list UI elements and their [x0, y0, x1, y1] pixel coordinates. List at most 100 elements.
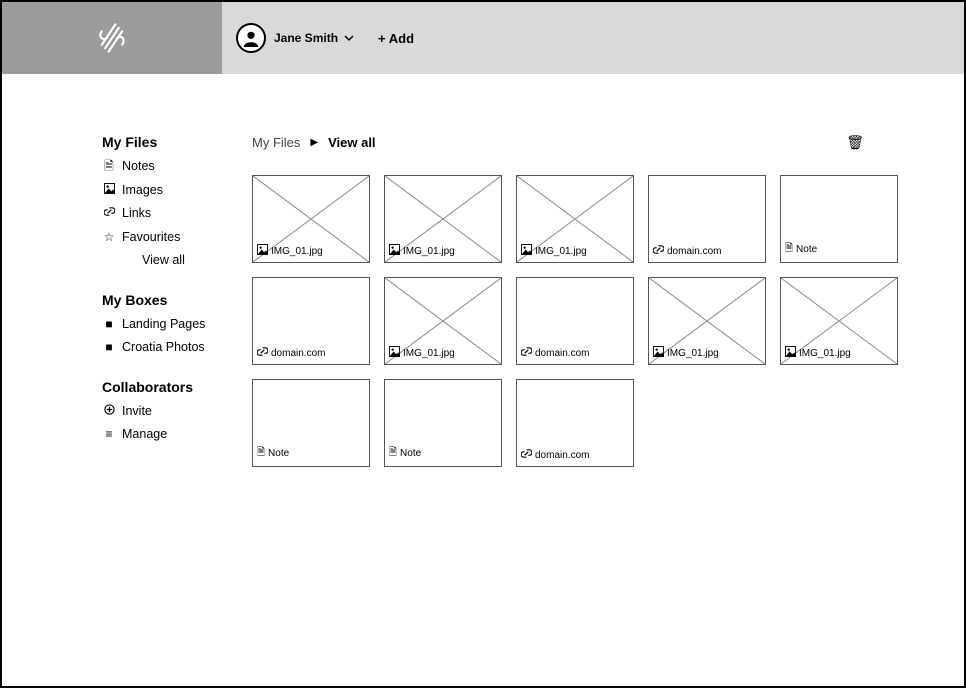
- image-icon: [521, 244, 532, 258]
- sidebar-item-files-2[interactable]: Links: [102, 205, 222, 223]
- sidebar-heading-files: My Files: [102, 134, 222, 150]
- star-icon: ☆: [102, 229, 116, 246]
- thumb-filename: Note: [400, 448, 421, 459]
- thumb-label: domain.com: [521, 448, 589, 462]
- sidebar-item-label: Notes: [122, 158, 155, 176]
- thumb-filename: IMG_01.jpg: [271, 246, 323, 257]
- topbar: Jane Smith + Add: [2, 2, 964, 74]
- thumb-label: domain.com: [257, 346, 325, 360]
- image-icon: [257, 244, 268, 258]
- thumb-filename: Note: [268, 448, 289, 459]
- link-icon: [653, 244, 664, 258]
- sidebar-section-boxes: My Boxes ■ Landing Pages ■ Croatia Photos: [102, 292, 222, 357]
- sidebar-item-files-0[interactable]: 🗎 Notes: [102, 158, 222, 176]
- sidebar-item-boxes-0[interactable]: ■ Landing Pages: [102, 316, 222, 334]
- thumb-filename: domain.com: [271, 348, 325, 359]
- file-thumb[interactable]: IMG_01.jpg: [384, 277, 502, 365]
- thumb-filename: domain.com: [667, 246, 721, 257]
- box-icon: ■: [102, 339, 116, 356]
- user-name-label: Jane Smith: [274, 31, 354, 45]
- thumb-label: IMG_01.jpg: [257, 244, 323, 258]
- breadcrumb-row: My Files ▶ View all 🗑: [252, 134, 924, 151]
- file-thumb[interactable]: IMG_01.jpg: [648, 277, 766, 365]
- thumb-label: IMG_01.jpg: [521, 244, 587, 258]
- note-icon: 🗎: [389, 445, 397, 462]
- thumb-label: IMG_01.jpg: [389, 346, 455, 360]
- sidebar-item-files-1[interactable]: Images: [102, 182, 222, 200]
- thumb-filename: IMG_01.jpg: [403, 348, 455, 359]
- thumb-label: IMG_01.jpg: [653, 346, 719, 360]
- image-icon: [653, 346, 664, 360]
- file-thumb[interactable]: domain.com: [252, 277, 370, 365]
- file-grid: IMG_01.jpg IMG_01.jpg IMG_01.jpg domain.com…: [252, 175, 924, 467]
- file-thumb[interactable]: 🗎Note: [780, 175, 898, 263]
- file-icon: 🗎: [102, 158, 116, 175]
- file-thumb[interactable]: domain.com: [648, 175, 766, 263]
- file-thumb[interactable]: 🗎Note: [384, 379, 502, 467]
- file-thumb[interactable]: domain.com: [516, 379, 634, 467]
- thumb-filename: IMG_01.jpg: [535, 246, 587, 257]
- link-icon: [521, 448, 532, 462]
- thumb-filename: Note: [796, 244, 817, 255]
- sidebar-item-collab-0[interactable]: Invite: [102, 403, 222, 421]
- file-thumb[interactable]: IMG_01.jpg: [384, 175, 502, 263]
- sidebar-item-files-4[interactable]: View all: [102, 252, 222, 270]
- thumb-label: 🗎Note: [389, 445, 421, 462]
- breadcrumb-root[interactable]: My Files: [252, 135, 300, 150]
- link-icon: [102, 205, 116, 222]
- sidebar-section-collaborators: Collaborators Invite ≡ Manage: [102, 379, 222, 444]
- image-icon: [102, 182, 116, 199]
- file-thumb[interactable]: IMG_01.jpg: [252, 175, 370, 263]
- sidebar-heading-boxes: My Boxes: [102, 292, 222, 308]
- sidebar-item-boxes-1[interactable]: ■ Croatia Photos: [102, 339, 222, 357]
- thumb-filename: IMG_01.jpg: [799, 348, 851, 359]
- file-thumb[interactable]: IMG_01.jpg: [516, 175, 634, 263]
- box-icon: ■: [102, 316, 116, 333]
- sidebar-item-label: Landing Pages: [122, 316, 205, 334]
- list-icon: ≡: [102, 426, 116, 443]
- sidebar-item-label: View all: [142, 252, 185, 270]
- sidebar-item-label: Manage: [122, 426, 167, 444]
- file-thumb[interactable]: IMG_01.jpg: [780, 277, 898, 365]
- topbar-right: Jane Smith + Add: [222, 2, 964, 74]
- image-icon: [389, 244, 400, 258]
- sidebar: My Files 🗎 Notes Images Links ☆ Favourites Vie…: [102, 134, 222, 467]
- sidebar-item-label: Invite: [122, 403, 152, 421]
- thumb-filename: domain.com: [535, 348, 589, 359]
- thumb-filename: domain.com: [535, 450, 589, 461]
- breadcrumb-current: View all: [328, 135, 375, 150]
- thumb-filename: IMG_01.jpg: [403, 246, 455, 257]
- file-thumb[interactable]: domain.com: [516, 277, 634, 365]
- sidebar-item-collab-1[interactable]: ≡ Manage: [102, 426, 222, 444]
- thumb-filename: IMG_01.jpg: [667, 348, 719, 359]
- thumb-label: IMG_01.jpg: [785, 346, 851, 360]
- thumb-label: domain.com: [521, 346, 589, 360]
- logo-icon: [95, 21, 129, 55]
- sidebar-item-label: Favourites: [122, 229, 180, 247]
- add-button[interactable]: + Add: [378, 31, 414, 46]
- avatar-icon: [236, 23, 266, 53]
- note-icon: 🗎: [257, 445, 265, 462]
- sidebar-item-label: Images: [122, 182, 163, 200]
- main: My Files 🗎 Notes Images Links ☆ Favourites Vie…: [2, 74, 964, 467]
- sidebar-item-files-3[interactable]: ☆ Favourites: [102, 229, 222, 247]
- plus-circle-icon: [102, 403, 116, 420]
- trash-icon: 🗑: [846, 134, 864, 150]
- image-icon: [389, 346, 400, 360]
- logo-block: [2, 2, 222, 74]
- user-menu[interactable]: Jane Smith: [236, 23, 354, 53]
- trash-button[interactable]: 🗑: [846, 134, 864, 151]
- image-icon: [785, 346, 796, 360]
- sidebar-section-files: My Files 🗎 Notes Images Links ☆ Favourites Vie…: [102, 134, 222, 270]
- thumb-label: domain.com: [653, 244, 721, 258]
- note-icon: 🗎: [785, 241, 793, 258]
- sidebar-item-label: Links: [122, 205, 151, 223]
- sidebar-item-label: Croatia Photos: [122, 339, 205, 357]
- file-thumb[interactable]: 🗎Note: [252, 379, 370, 467]
- link-icon: [521, 346, 532, 360]
- chevron-right-icon: ▶: [310, 137, 318, 148]
- thumb-label: IMG_01.jpg: [389, 244, 455, 258]
- link-icon: [257, 346, 268, 360]
- sidebar-heading-collaborators: Collaborators: [102, 379, 222, 395]
- chevron-down-icon: [344, 33, 354, 43]
